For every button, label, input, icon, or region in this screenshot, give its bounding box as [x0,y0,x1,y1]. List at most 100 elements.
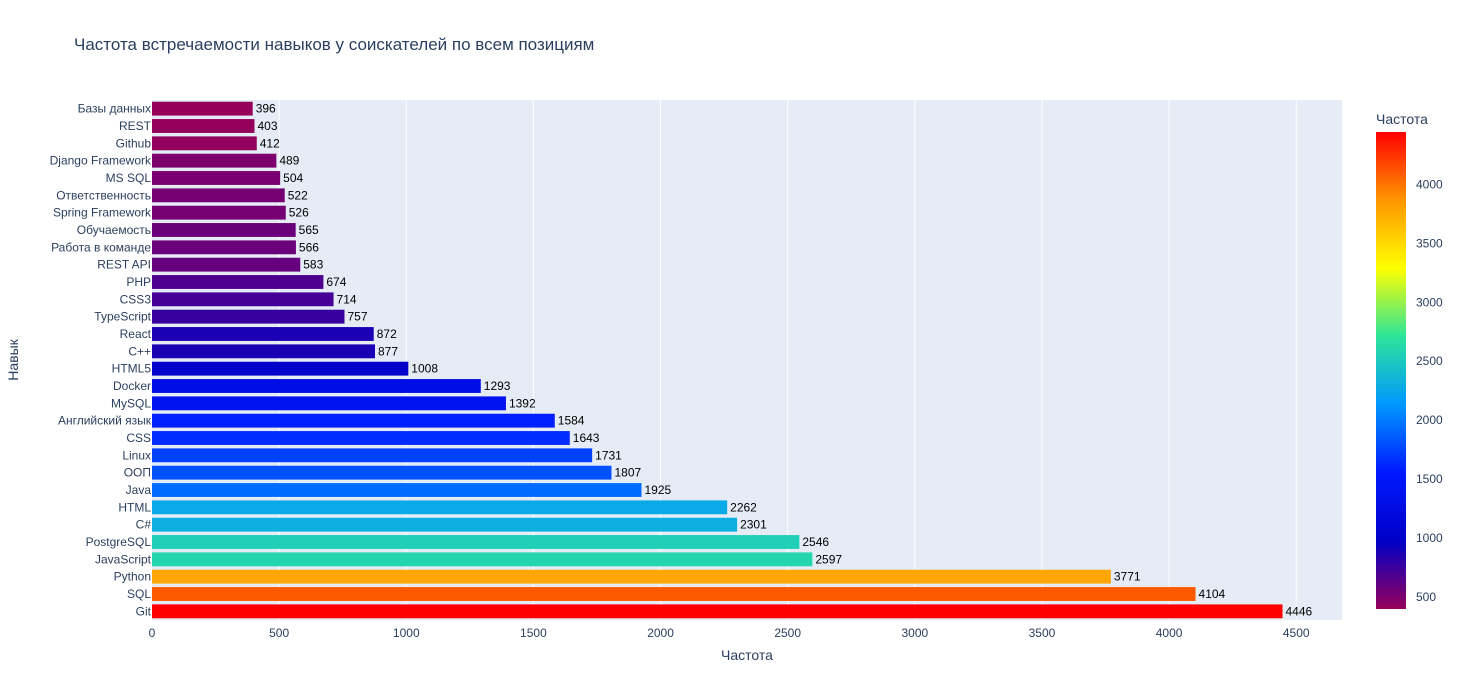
bar [152,465,612,480]
y-tick-label: REST API [97,258,151,272]
bar [152,535,800,549]
y-tick-label: C# [136,518,152,532]
y-tick-label: React [120,327,152,341]
data-label: 522 [288,188,308,202]
y-tick-label: Обучаемость [77,223,151,237]
x-tick-label: 4500 [1283,626,1310,640]
y-tick-label: PHP [126,275,151,289]
colorbar-tick-label: 2500 [1416,354,1443,368]
data-label: 674 [326,275,346,289]
bar [152,448,593,463]
x-tick-label: 4000 [1156,626,1183,640]
data-label: 1643 [573,431,600,445]
colorbar-tick-label: 500 [1416,590,1436,604]
data-label: 583 [303,258,323,272]
y-tick-label: PostgreSQL [86,535,152,549]
x-axis-title: Частота [721,647,773,663]
colorbar-tick-label: 2000 [1416,413,1443,427]
data-label: 412 [260,136,280,150]
bar [152,205,286,220]
bar [152,569,1111,584]
data-label: 4446 [1286,604,1313,618]
data-label: 403 [257,119,277,133]
bar [152,587,1196,601]
bar [152,292,334,307]
data-label: 2546 [802,535,829,549]
y-tick-label: Spring Framework [53,206,152,220]
colorbar-tick-label: 4000 [1416,178,1443,192]
bar [152,500,728,515]
data-label: 4104 [1199,587,1226,601]
data-label: 489 [279,154,299,168]
y-tick-label: Базы данных [78,102,151,116]
y-tick-label: REST [119,119,152,133]
y-tick-label: Django Framework [50,154,152,168]
y-tick-label: Ответственность [56,188,151,202]
bar [152,119,255,133]
bars-group [152,101,1283,619]
data-label: 2597 [815,552,842,566]
data-label: 396 [256,102,276,116]
y-tick-label: HTML5 [112,362,152,376]
y-tick-label: Java [126,483,152,497]
y-tick-label: CSS3 [120,292,152,306]
bar [152,309,345,324]
gridlines [278,100,1297,620]
data-label: 714 [337,292,357,306]
data-label: 504 [283,171,303,185]
y-tick-labels: Базы данных REST Github Django Framework MS … [50,102,152,619]
bar [152,327,374,341]
y-tick-label: TypeScript [94,310,151,324]
y-tick-label: Работа в команде [51,240,151,254]
data-label: 872 [377,327,397,341]
plot-area [152,100,1342,620]
bar [152,275,324,289]
y-tick-label: CSS [126,431,151,445]
y-tick-label: Docker [113,379,151,393]
bar [152,171,281,185]
x-tick-label: 1000 [393,626,420,640]
bar [152,101,253,116]
bar [152,361,409,376]
data-label: 565 [299,223,319,237]
data-label: 2301 [740,518,767,532]
bar [152,344,375,359]
data-label: 1925 [644,483,671,497]
x-tick-label: 0 [149,626,156,640]
y-tick-label: Python [114,570,151,584]
colorbar-tick-labels: 500 1000 1500 2000 2500 3000 3500 4000 [1416,178,1443,604]
y-tick-label: Английский язык [58,414,152,428]
x-tick-labels: 0 500 1000 1500 2000 2500 3000 3500 4000 4500 [149,626,1310,640]
data-label: 2262 [730,500,757,514]
bar [152,396,506,411]
bar [152,188,285,203]
x-tick-label: 500 [269,626,289,640]
data-label: 1392 [509,396,536,410]
bar [152,413,555,428]
bar [152,153,277,168]
data-label: 566 [299,240,319,254]
data-label: 526 [289,206,309,220]
x-tick-label: 3500 [1029,626,1056,640]
y-tick-label: JavaScript [95,552,152,566]
y-tick-label: HTML [118,500,151,514]
y-tick-label: SQL [127,587,151,601]
bar [152,136,257,151]
bar [152,517,738,532]
x-tick-label: 1500 [520,626,547,640]
y-tick-label: C++ [128,344,151,358]
y-tick-label: MySQL [111,396,151,410]
data-label: 1008 [411,362,438,376]
y-tick-label: Linux [122,448,151,462]
bar [152,431,570,445]
colorbar-tick-label: 3000 [1416,295,1443,309]
y-tick-label: ООП [124,466,151,480]
colorbar-title: Частота [1376,111,1428,127]
data-label: 877 [378,344,398,358]
data-label: 1731 [595,448,622,462]
bar [152,257,301,272]
bar [152,240,296,255]
x-tick-label: 2000 [647,626,674,640]
colorbar-tick-label: 1000 [1416,531,1443,545]
